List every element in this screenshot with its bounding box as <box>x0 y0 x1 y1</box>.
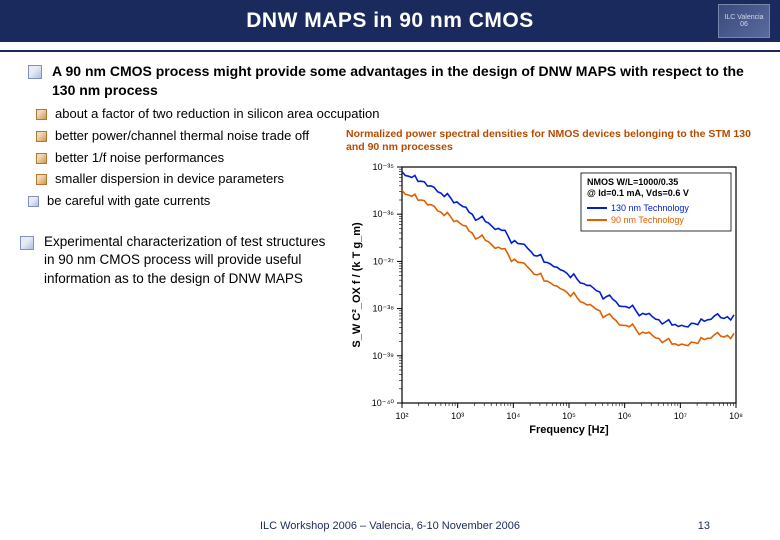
chart-svg: 10² 10³ 10⁴ 10⁵ 10⁶ 10⁷ 10⁸ 10⁻⁴⁰ 10⁻³⁹ 10⁻³⁸ 10⁻³… <box>346 159 746 439</box>
content-area: A 90 nm CMOS process might provide some … <box>0 52 780 439</box>
logo-line2: 06 <box>740 21 748 28</box>
main-bullet-2-text: Experimental characterization of test st… <box>44 233 328 288</box>
sub-bullet-4-text: smaller dispersion in device parameters <box>55 171 284 188</box>
left-column: better power/channel thermal noise trade… <box>28 128 328 439</box>
psd-chart: 10² 10³ 10⁴ 10⁵ 10⁶ 10⁷ 10⁸ 10⁻⁴⁰ 10⁻³⁹ 10⁻³⁸ 10⁻³… <box>346 159 746 439</box>
conference-logo: ILC Valencia 06 <box>718 4 770 38</box>
svg-text:90 nm Technology: 90 nm Technology <box>611 215 684 225</box>
main-bullet-1: A 90 nm CMOS process might provide some … <box>28 62 752 100</box>
square-bullet-icon <box>36 131 47 142</box>
square-bullet-icon <box>28 196 39 207</box>
svg-text:S_W C²_OX f / (k T g_m): S_W C²_OX f / (k T g_m) <box>351 222 363 348</box>
slide-title: DNW MAPS in 90 nm CMOS <box>246 9 534 33</box>
sub-bullet-1-text: about a factor of two reduction in silic… <box>55 106 379 123</box>
sub-bullet-1: about a factor of two reduction in silic… <box>36 106 752 123</box>
square-bullet-icon <box>36 174 47 185</box>
sub-bullet-3-text: better 1/f noise performances <box>55 150 224 167</box>
svg-text:10⁻³⁷: 10⁻³⁷ <box>373 256 394 266</box>
square-bullet-icon <box>36 109 47 120</box>
svg-text:10⁻³⁵: 10⁻³⁵ <box>373 162 395 172</box>
svg-text:10⁷: 10⁷ <box>674 411 687 421</box>
footer-text: ILC Workshop 2006 – Valencia, 6-10 Novem… <box>0 520 780 532</box>
svg-text:10⁶: 10⁶ <box>618 411 632 421</box>
svg-text:10⁴: 10⁴ <box>506 411 520 421</box>
sub-bullet-2: better power/channel thermal noise trade… <box>36 128 328 145</box>
svg-text:10³: 10³ <box>451 411 464 421</box>
sub-bullet-3: better 1/f noise performances <box>36 150 328 167</box>
svg-text:130 nm Technology: 130 nm Technology <box>611 203 689 213</box>
svg-text:10⁻³⁸: 10⁻³⁸ <box>372 304 394 314</box>
svg-text:Frequency [Hz]: Frequency [Hz] <box>529 424 609 436</box>
svg-text:10⁻⁴⁰: 10⁻⁴⁰ <box>372 398 395 408</box>
svg-text:10⁵: 10⁵ <box>562 411 576 421</box>
page-number: 13 <box>698 520 710 532</box>
logo-line1: ILC Valencia <box>724 14 763 21</box>
square-bullet-icon <box>28 65 42 79</box>
svg-text:10⁻³⁹: 10⁻³⁹ <box>372 351 394 361</box>
sub-bullet-5: be careful with gate currents <box>28 193 328 210</box>
sub-bullet-2-text: better power/channel thermal noise trade… <box>55 128 309 145</box>
svg-text:@ Id=0.1 mA, Vds=0.6 V: @ Id=0.1 mA, Vds=0.6 V <box>587 188 689 198</box>
chart-caption: Normalized power spectral densities for … <box>346 128 752 155</box>
right-column: Normalized power spectral densities for … <box>346 128 752 439</box>
square-bullet-icon <box>36 153 47 164</box>
sub-bullet-5-text: be careful with gate currents <box>47 193 210 210</box>
header-bar: DNW MAPS in 90 nm CMOS ILC Valencia 06 <box>0 0 780 42</box>
main-bullet-2: Experimental characterization of test st… <box>20 233 328 288</box>
svg-text:10⁸: 10⁸ <box>729 411 743 421</box>
svg-text:10⁻³⁶: 10⁻³⁶ <box>373 209 395 219</box>
main-bullet-1-text: A 90 nm CMOS process might provide some … <box>52 62 752 100</box>
sub-bullet-4: smaller dispersion in device parameters <box>36 171 328 188</box>
svg-text:NMOS W/L=1000/0.35: NMOS W/L=1000/0.35 <box>587 177 678 187</box>
square-bullet-icon <box>20 236 34 250</box>
svg-text:10²: 10² <box>395 411 408 421</box>
